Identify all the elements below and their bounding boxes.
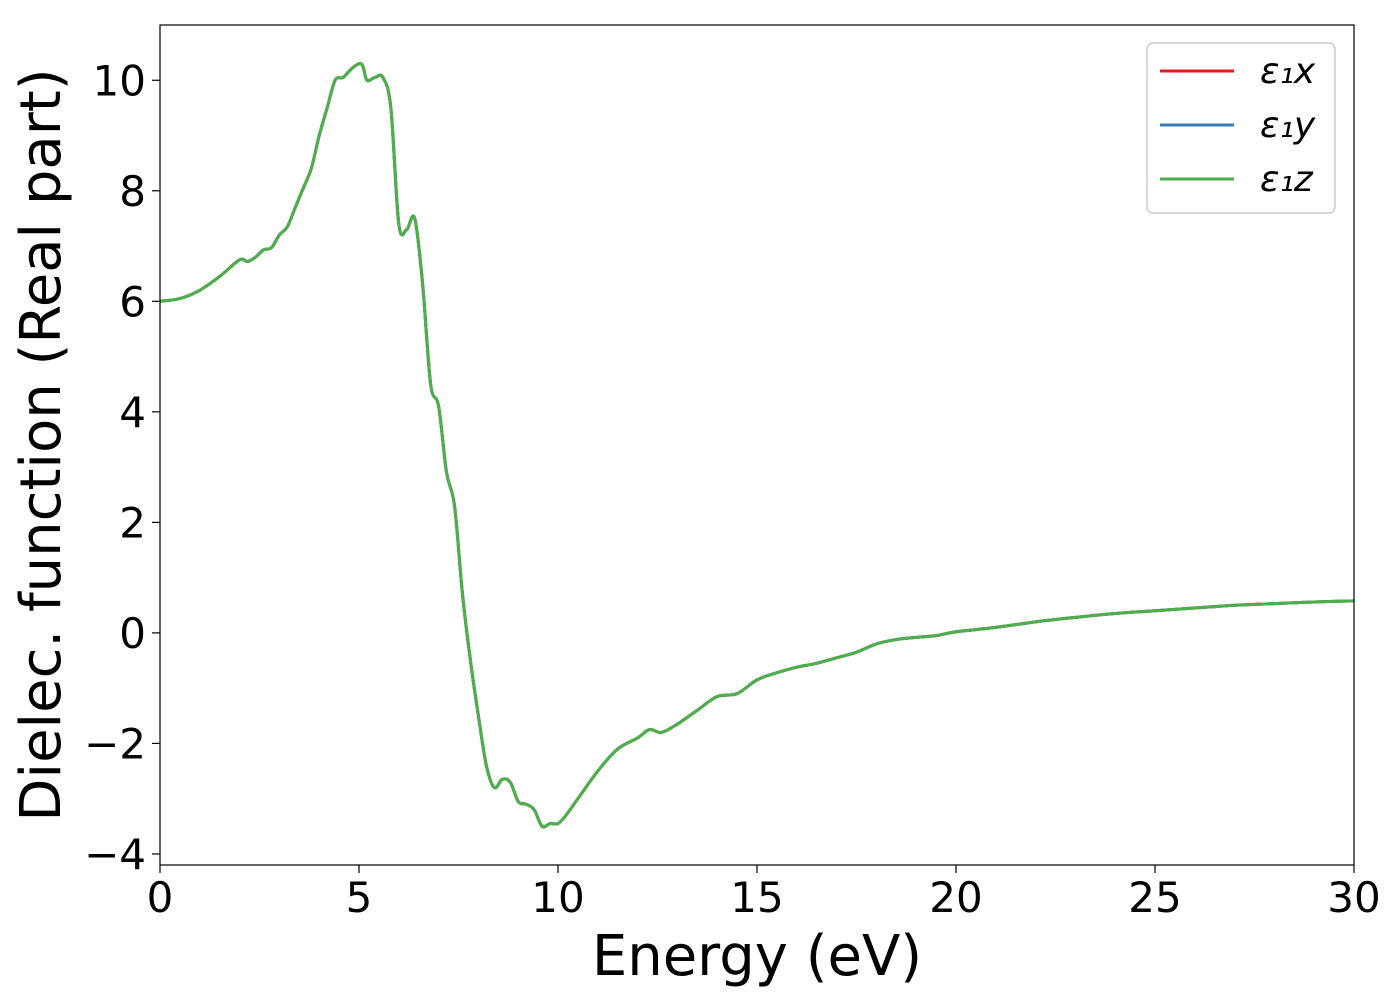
series-line-3 <box>159 62 1355 829</box>
y-tick-label: 0 <box>119 609 146 658</box>
legend-box <box>1146 42 1336 214</box>
y-tick-label: 8 <box>119 167 146 216</box>
x-tick-label: 10 <box>531 873 584 922</box>
y-axis-title: Dielec. function (Real part) <box>9 68 74 821</box>
legend-entry-label: ε₁y <box>1260 105 1316 146</box>
y-tick-label: 6 <box>119 277 146 326</box>
x-axis-title: Energy (eV) <box>592 924 922 989</box>
y-tick-label: 2 <box>119 498 146 547</box>
y-tick-label: −2 <box>84 719 146 768</box>
y-axis: −4 −2 0 2 4 6 8 10 <box>84 56 160 879</box>
legend: ε₁x ε₁y ε₁z <box>1146 42 1336 214</box>
x-tick-label: 20 <box>929 873 982 922</box>
y-tick-label: 10 <box>93 56 146 105</box>
legend-entry-label: ε₁z <box>1260 159 1314 200</box>
x-tick-label: 30 <box>1327 873 1380 922</box>
series-lines <box>159 62 1355 829</box>
y-tick-label: 4 <box>119 388 146 437</box>
x-tick-label: 5 <box>346 873 373 922</box>
x-tick-label: 0 <box>147 873 174 922</box>
x-axis: 0 5 10 15 20 25 30 <box>147 865 1381 922</box>
x-tick-label: 15 <box>730 873 783 922</box>
x-tick-label: 25 <box>1128 873 1181 922</box>
legend-entry-label: ε₁x <box>1260 51 1316 92</box>
y-tick-label: −4 <box>84 830 146 879</box>
